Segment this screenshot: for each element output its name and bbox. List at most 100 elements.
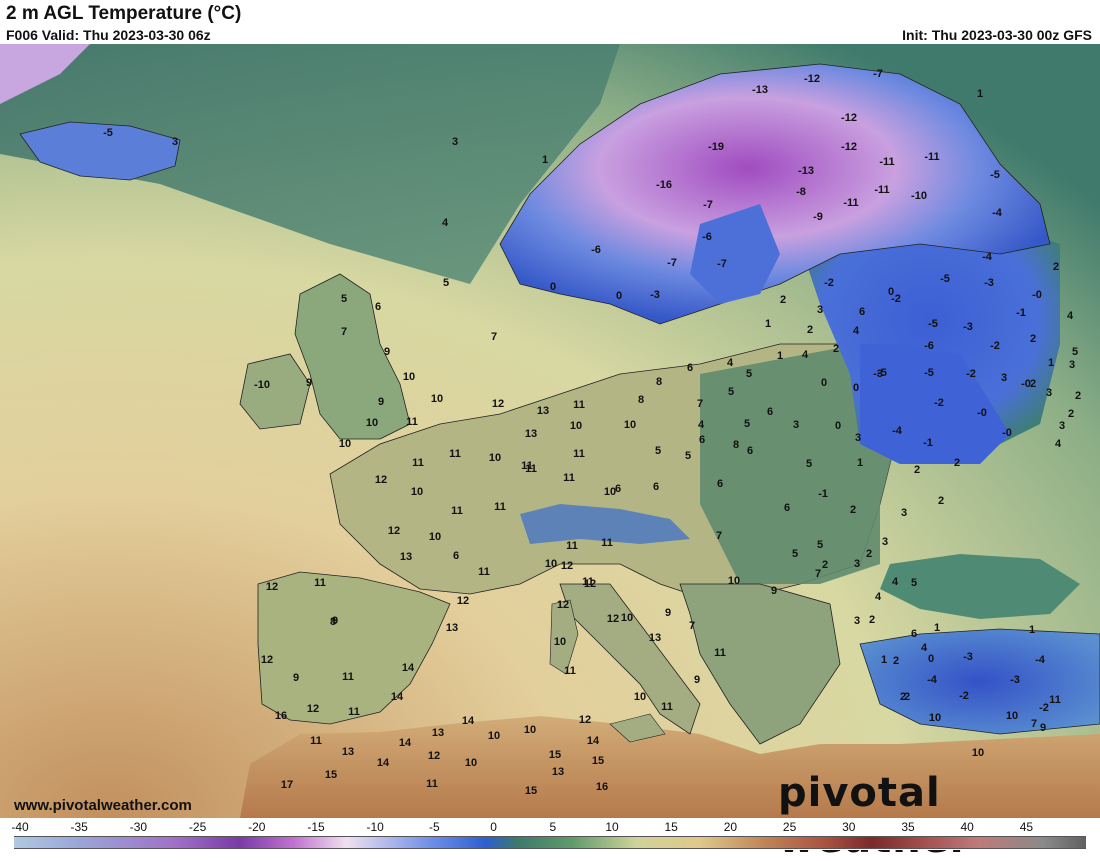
colorbar-tick-label: 10 bbox=[605, 820, 619, 834]
temperature-label: 2 bbox=[779, 294, 787, 306]
temperature-label: 3 bbox=[451, 136, 459, 148]
temperature-label: -12 bbox=[841, 112, 857, 124]
temperature-label: 12 bbox=[578, 714, 592, 726]
temperature-label: 2 bbox=[953, 457, 961, 469]
temperature-label: 0 bbox=[549, 281, 557, 293]
temperature-label: -4 bbox=[927, 674, 937, 686]
temperature-label: 0 bbox=[615, 290, 623, 302]
temperature-label: 11 bbox=[564, 665, 576, 677]
colorbar-tick-label: 5 bbox=[549, 820, 557, 834]
colorbar-tick-label: -30 bbox=[129, 820, 148, 834]
temperature-label: 2 bbox=[868, 614, 876, 626]
temperature-label: -3 bbox=[963, 651, 973, 663]
temperature-label: 10 bbox=[727, 575, 741, 587]
temperature-label: 7 bbox=[814, 568, 822, 580]
temperature-label: 13 bbox=[445, 622, 459, 634]
temperature-label: 4 bbox=[874, 591, 882, 603]
temperature-label: 10 bbox=[603, 486, 617, 498]
temperature-label: -2 bbox=[934, 397, 944, 409]
temperature-label: -5 bbox=[940, 273, 950, 285]
temperature-label: 6 bbox=[374, 301, 382, 313]
temperature-label: -2 bbox=[990, 340, 1000, 352]
temperature-label: 11 bbox=[494, 501, 506, 513]
temperature-label: 2 bbox=[1067, 408, 1075, 420]
temperature-label: 4 bbox=[1066, 310, 1074, 322]
temperature-label: 3 bbox=[1068, 359, 1076, 371]
temperature-label: 13 bbox=[399, 551, 413, 563]
temperature-label: 12 bbox=[427, 750, 441, 762]
temperature-label: 13 bbox=[524, 428, 538, 440]
colorbar-tick-label: 25 bbox=[782, 820, 797, 834]
temperature-label: 13 bbox=[431, 727, 445, 739]
temperature-label: 14 bbox=[390, 691, 404, 703]
temperature-label: 8 bbox=[637, 394, 645, 406]
temperature-label: 2 bbox=[821, 559, 829, 571]
temperature-label: 9 bbox=[305, 377, 313, 389]
temperature-label: -1 bbox=[923, 437, 933, 449]
temperature-label: -5 bbox=[928, 318, 938, 330]
temperature-label: 1 bbox=[776, 350, 784, 362]
temperature-label: 14 bbox=[586, 735, 600, 747]
temperature-label: -10 bbox=[911, 190, 927, 202]
temperature-label: 14 bbox=[461, 715, 475, 727]
temperature-label: -11 bbox=[879, 156, 895, 168]
temperature-label: 6 bbox=[686, 362, 694, 374]
temperature-label: 2 bbox=[1052, 261, 1060, 273]
temperature-label: -3 bbox=[650, 289, 660, 301]
temperature-label: -13 bbox=[752, 84, 768, 96]
temperature-label: 2 bbox=[903, 691, 911, 703]
temperature-label: 11 bbox=[573, 448, 585, 460]
temperature-label: 11 bbox=[451, 505, 463, 517]
temperature-label: 5 bbox=[805, 458, 813, 470]
temperature-label: 10 bbox=[430, 393, 444, 405]
temperature-label: -3 bbox=[1010, 674, 1020, 686]
temperature-label: 8 bbox=[732, 439, 740, 451]
temperature-label: 3 bbox=[854, 432, 862, 444]
colorbar-tick-label: -5 bbox=[429, 820, 440, 834]
colorbar-tick-label: -15 bbox=[307, 820, 325, 834]
valid-time: F006 Valid: Thu 2023-03-30 06z bbox=[6, 27, 211, 43]
colorbar-tick-label: 20 bbox=[723, 820, 738, 834]
temperature-label: -11 bbox=[843, 197, 859, 209]
temperature-label: 3 bbox=[171, 136, 179, 148]
temperature-label: 1 bbox=[856, 457, 864, 469]
temperature-label: 3 bbox=[1058, 420, 1066, 432]
temperature-label: 9 bbox=[664, 607, 672, 619]
temperature-label: 11 bbox=[342, 671, 354, 683]
temperature-label: 1 bbox=[880, 654, 888, 666]
temperature-label: 0 bbox=[887, 286, 895, 298]
temperature-label: 11 bbox=[478, 566, 490, 578]
temperature-label: 11 bbox=[449, 448, 461, 460]
temperature-label: 9 bbox=[377, 396, 385, 408]
temperature-label: 15 bbox=[548, 749, 562, 761]
temperature-label: 10 bbox=[620, 612, 634, 624]
temperature-label: -6 bbox=[924, 340, 934, 352]
temperature-label: 14 bbox=[376, 757, 390, 769]
temperature-label: -3 bbox=[963, 321, 973, 333]
temperature-label: 6 bbox=[716, 478, 724, 490]
temperature-label: -6 bbox=[702, 231, 712, 243]
temperature-label: 2 bbox=[892, 655, 900, 667]
temperature-label: 5 bbox=[791, 548, 799, 560]
temperature-map[interactable]: -5 3 3 1 4 5 7 6 5 9 7 -10 9 10 9 10 10 11 10 12 11 13 11 12 13 1… bbox=[0, 44, 1100, 818]
temperature-label: -0 bbox=[1032, 289, 1042, 301]
temperature-label: 4 bbox=[441, 217, 449, 229]
temperature-label: 12 bbox=[260, 654, 274, 666]
temperature-label: 2 bbox=[937, 495, 945, 507]
temperature-label: 10 bbox=[488, 452, 502, 464]
temperature-label: 10 bbox=[928, 712, 942, 724]
temperature-label: -12 bbox=[804, 73, 820, 85]
temperature-label: 11 bbox=[412, 457, 424, 469]
temperature-label: -5 bbox=[924, 367, 934, 379]
temperature-label: 4 bbox=[891, 576, 899, 588]
colorbar-tick-label: -35 bbox=[70, 820, 88, 834]
temperature-label: 11 bbox=[573, 399, 585, 411]
temperature-label: 11 bbox=[348, 706, 360, 718]
temperature-label: -1 bbox=[818, 488, 828, 500]
temperature-label: 7 bbox=[1030, 718, 1038, 730]
colorbar-tick-label: 30 bbox=[842, 820, 856, 834]
colorbar-tick-label: 40 bbox=[960, 820, 974, 834]
temperature-label: 11 bbox=[582, 576, 594, 588]
temperature-label: -4 bbox=[992, 207, 1002, 219]
temperature-label: 1 bbox=[933, 622, 941, 634]
